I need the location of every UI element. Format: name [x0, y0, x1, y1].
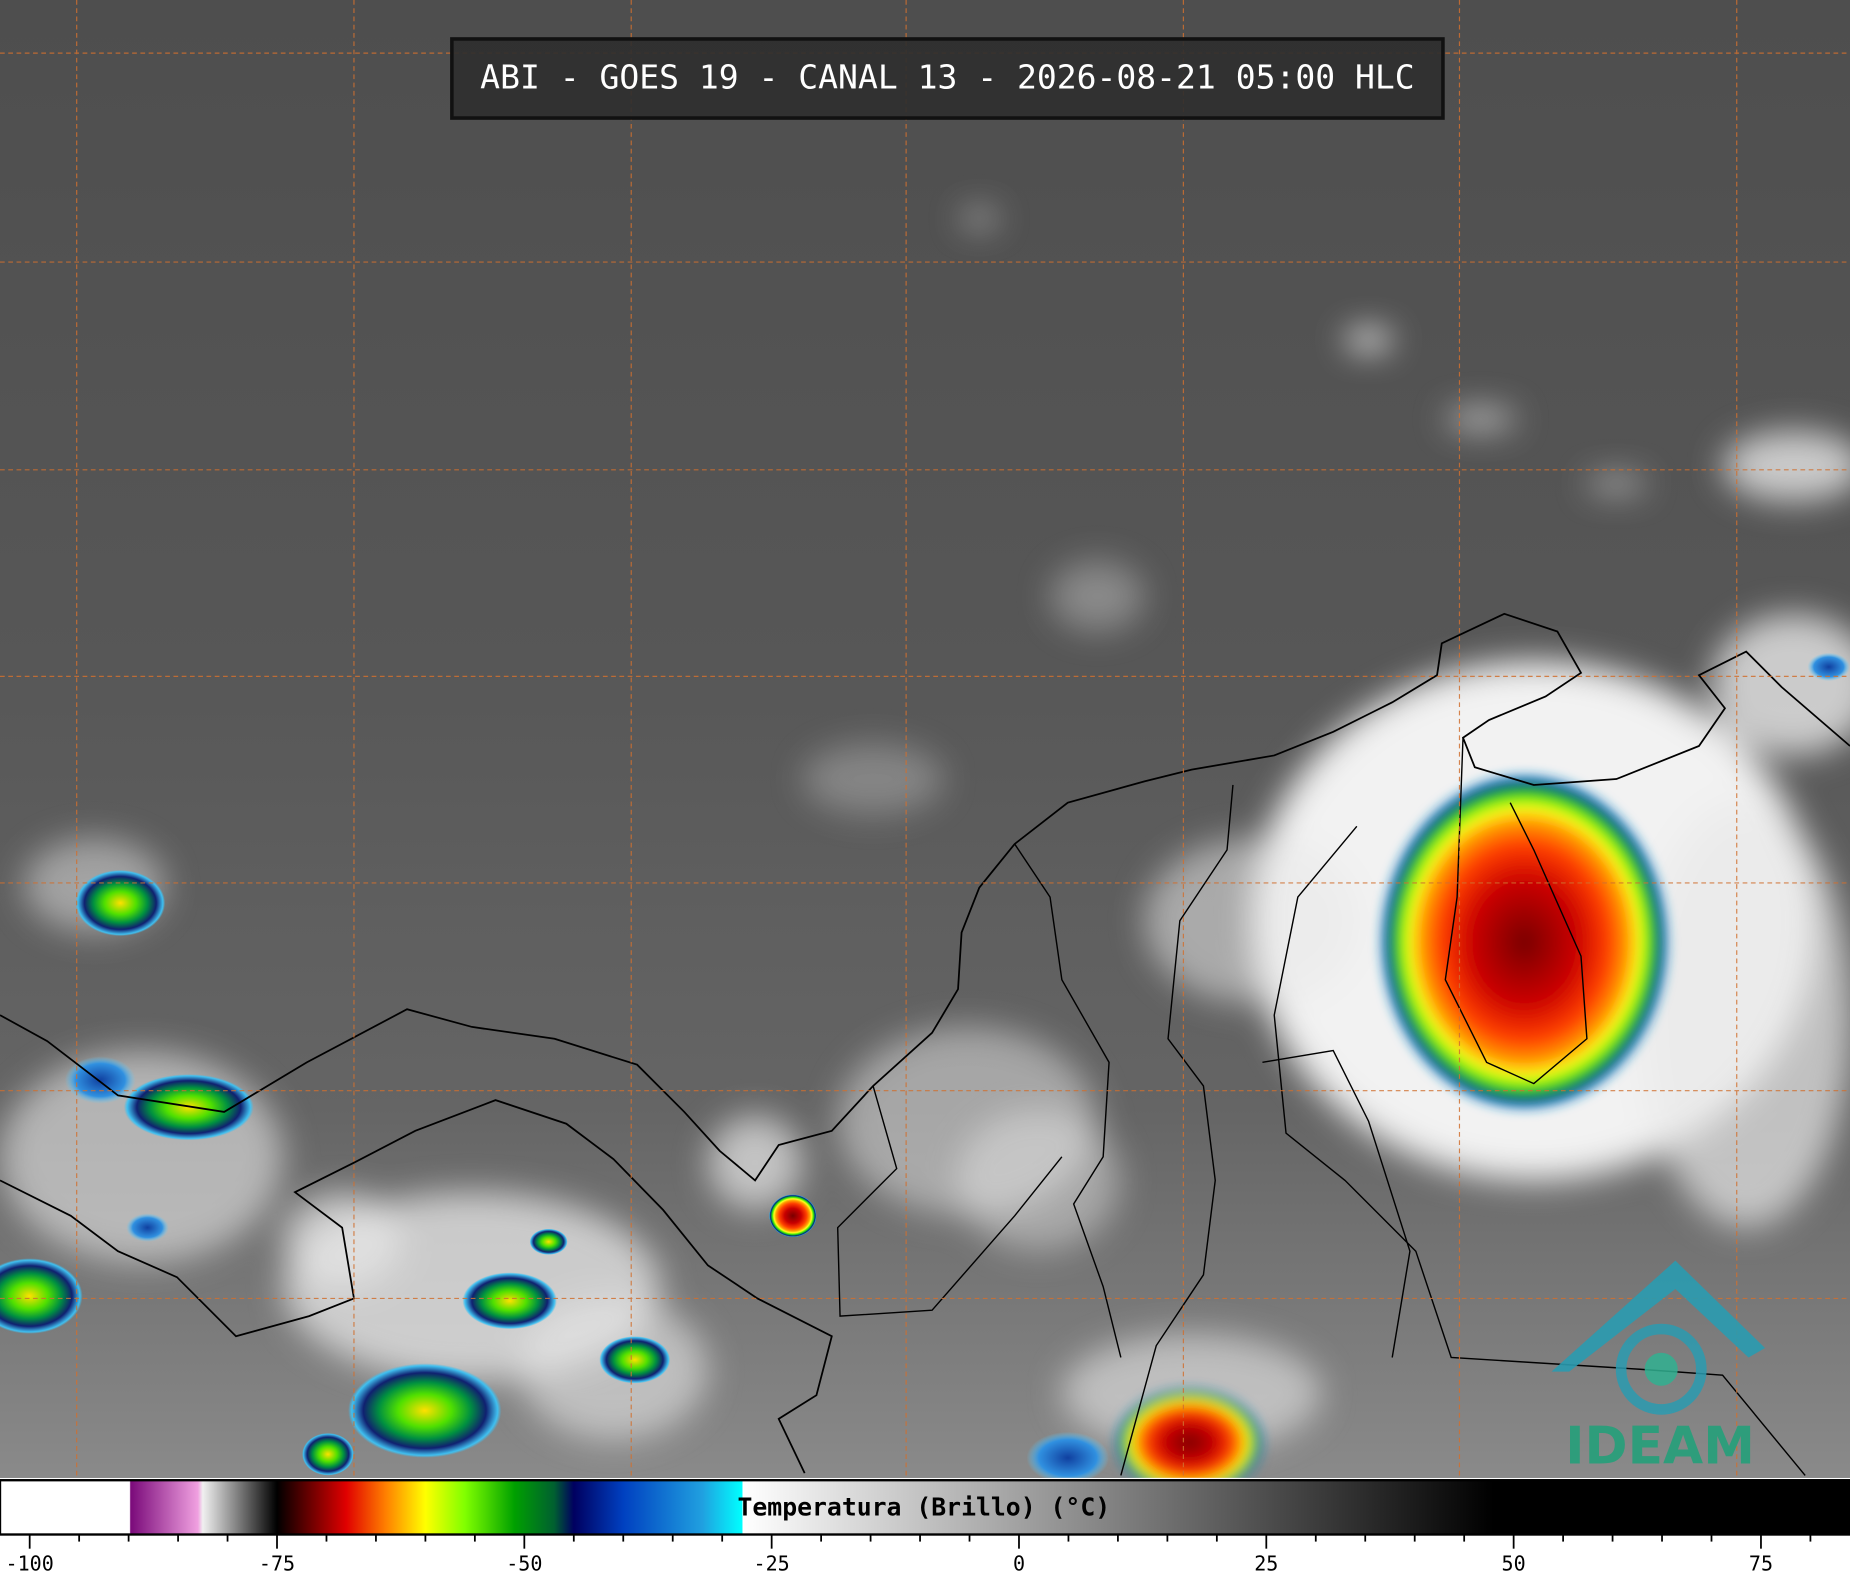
- colorbar-tick-label: 50: [1502, 1552, 1526, 1576]
- title-box: ABI - GOES 19 - CANAL 13 - 2026-08-21 05…: [450, 37, 1445, 120]
- coastlines: [0, 612, 1850, 1476]
- colorbar-tick-label: 0: [1013, 1552, 1025, 1576]
- convective-cells: [0, 652, 1850, 1496]
- colorbar-tick-label: 75: [1749, 1552, 1773, 1576]
- logo: IDEAM: [1551, 1260, 1766, 1477]
- colorbar-tick-label: -50: [506, 1552, 542, 1576]
- colorbar-tick-label: 25: [1254, 1552, 1278, 1576]
- colorbar-tick-label: -100: [6, 1552, 54, 1576]
- title: ABI - GOES 19 - CANAL 13 - 2026-08-21 05…: [480, 58, 1414, 97]
- colorbar-scale: [0, 1479, 1850, 1536]
- colorbar-tick-label: -75: [259, 1552, 295, 1576]
- title-background: [450, 37, 1445, 120]
- colorbar-tick-label: -25: [754, 1552, 790, 1576]
- logo-text: IDEAM: [1565, 1417, 1755, 1477]
- colorbar-label: Temperatura (Brillo) (°C): [737, 1493, 1110, 1522]
- colorbar: Temperatura (Brillo) (°C) -100 -75 -50 -25 0…: [0, 1477, 1850, 1577]
